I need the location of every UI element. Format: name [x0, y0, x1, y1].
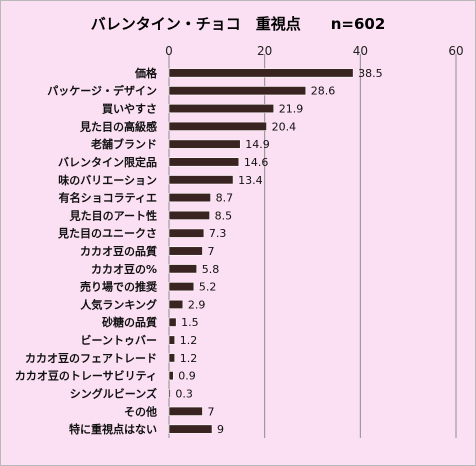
data-label: 14.9 — [245, 138, 270, 151]
bar — [168, 406, 203, 416]
category-label: 価格 — [134, 66, 158, 80]
category-label: カカオ豆の% — [91, 263, 157, 276]
bar — [168, 228, 205, 238]
bar — [168, 86, 307, 96]
data-label: 0.3 — [175, 387, 193, 400]
category-label: 見た目のユニークさ — [57, 227, 157, 240]
bar — [168, 157, 240, 167]
category-label: ビーントゥバー — [81, 333, 157, 347]
category-label: パッケージ・デザイン — [47, 84, 157, 98]
bar — [168, 68, 354, 78]
category-label: バレンタイン限定品 — [58, 155, 157, 169]
data-label: 13.4 — [238, 174, 263, 187]
bar — [168, 353, 176, 363]
category-label: カカオ豆の品質 — [80, 244, 157, 258]
category-label: カカオ豆のフェアトレード — [25, 352, 157, 365]
bar — [168, 424, 213, 434]
category-label: 人気ランキング — [80, 297, 157, 311]
category-label: その他 — [124, 404, 157, 418]
bar — [168, 121, 267, 131]
data-label: 21.9 — [279, 103, 304, 116]
category-label: カカオ豆のトレーサビリティ — [15, 369, 157, 383]
x-tick-label: 0 — [165, 44, 173, 58]
category-label: シングルビーンズ — [70, 386, 157, 400]
bar — [168, 193, 211, 203]
data-label: 7 — [207, 245, 214, 258]
data-label: 2.9 — [188, 298, 206, 311]
data-label: 14.6 — [244, 156, 269, 169]
data-label: 28.6 — [311, 85, 336, 98]
data-label: 8.5 — [215, 209, 233, 222]
data-label: 20.4 — [272, 120, 297, 133]
bar — [168, 282, 195, 292]
data-label: 1.2 — [180, 352, 198, 365]
category-label: 老舗ブランド — [90, 137, 157, 151]
category-label: 味のバリエーション — [58, 173, 157, 187]
bar — [168, 388, 171, 399]
bar — [168, 299, 184, 309]
bar — [168, 210, 210, 220]
category-label: 特に重視点はない — [69, 422, 157, 436]
data-label: 8.7 — [216, 192, 234, 205]
x-tick-label: 40 — [353, 44, 368, 58]
bar — [168, 103, 275, 114]
category-label: 見た目のアート性 — [69, 208, 157, 222]
bar — [168, 246, 203, 256]
category-label: 買いやすさ — [102, 103, 157, 116]
data-label: 7 — [207, 405, 214, 418]
bar — [168, 264, 198, 274]
chart-title: バレンタイン・チョコ 重視点 n=602 — [90, 15, 386, 33]
category-label: 売り場での推奨 — [80, 280, 158, 294]
bar — [168, 371, 174, 381]
bar — [168, 139, 241, 149]
bar — [168, 175, 234, 185]
category-label: 砂糖の品質 — [102, 315, 157, 329]
x-tick-label: 60 — [448, 44, 463, 58]
category-label: 有名ショコラティエ — [59, 191, 157, 205]
data-label: 7.3 — [209, 227, 227, 240]
data-label: 5.8 — [202, 263, 220, 276]
data-label: 0.9 — [178, 370, 196, 383]
category-label: 見た目の高級感 — [79, 119, 157, 133]
data-label: 1.5 — [181, 316, 199, 329]
data-label: 5.2 — [199, 281, 217, 294]
data-label: 1.2 — [180, 334, 198, 347]
x-tick-label: 20 — [257, 44, 272, 58]
bar — [168, 317, 177, 327]
data-label: 9 — [217, 423, 224, 436]
bar — [168, 335, 176, 345]
data-label: 38.5 — [358, 67, 383, 80]
